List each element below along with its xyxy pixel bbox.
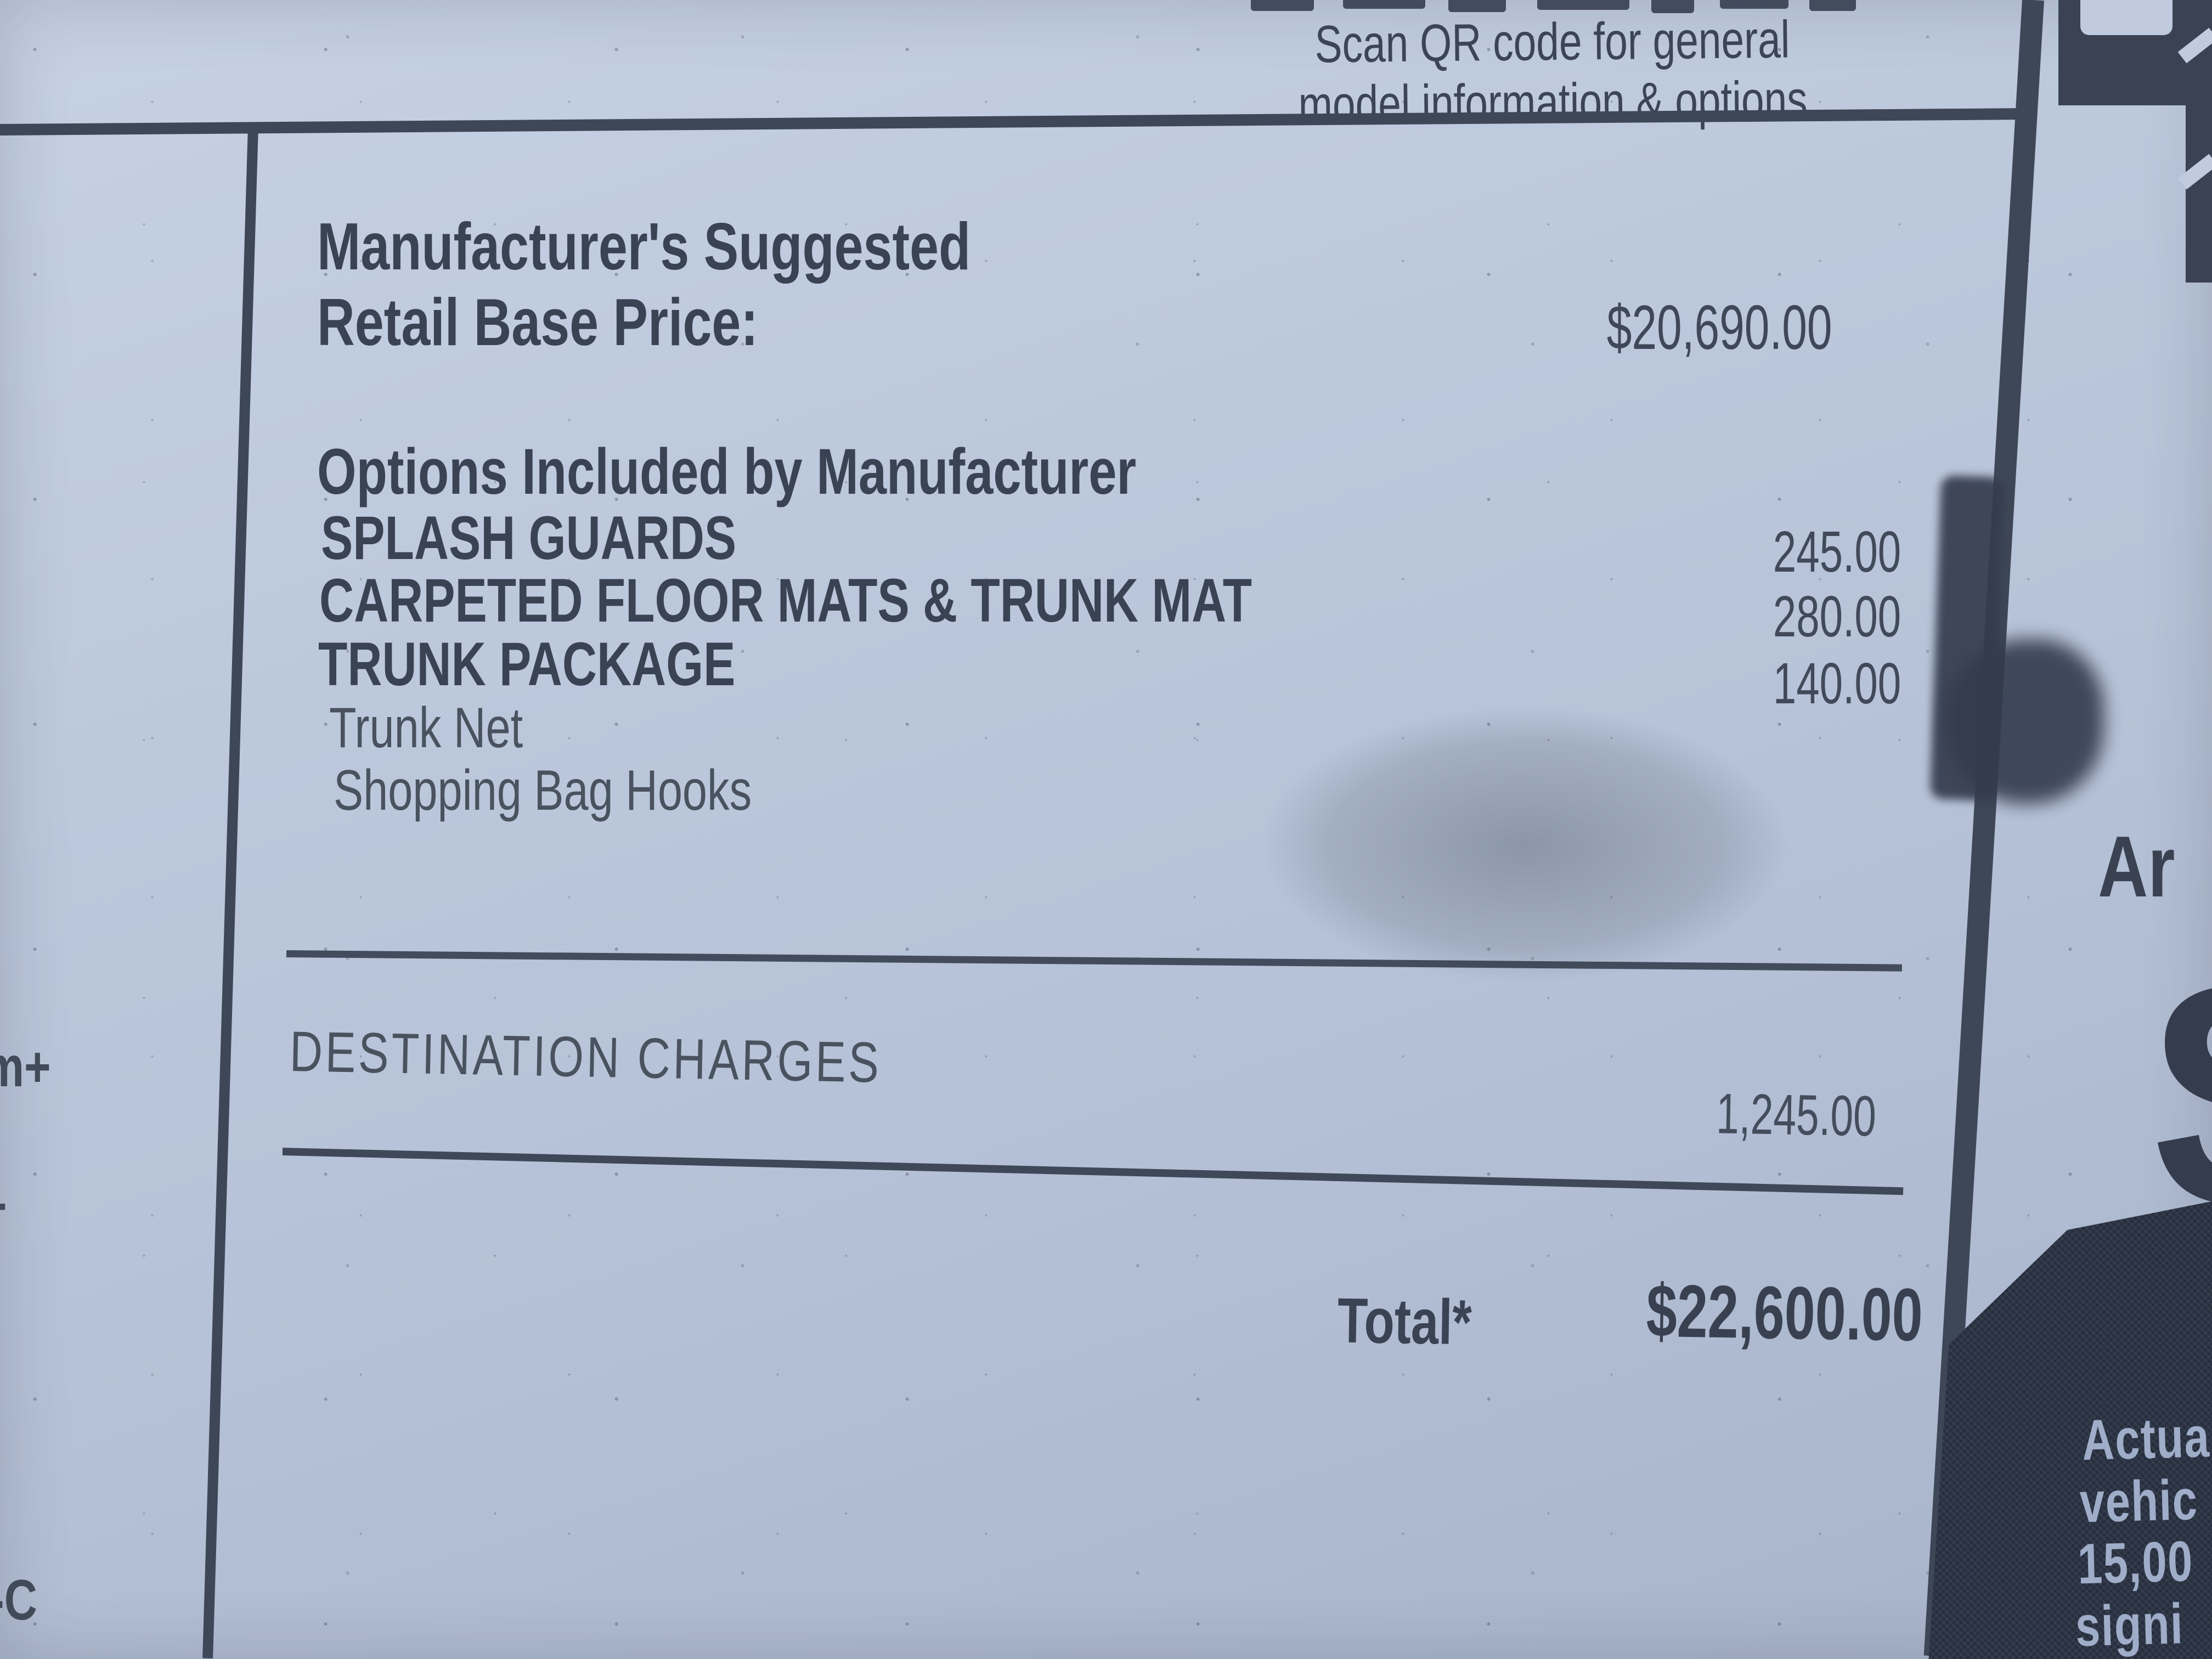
- fine-print-fragment: Actua: [2081, 1404, 2212, 1474]
- destination-label-text: DESTINATION CHARGES: [289, 1020, 882, 1095]
- left-margin-fragment: m+: [0, 1035, 67, 1100]
- qr-code-white-module: [2080, 0, 2172, 35]
- msrp-label-line1: Manufacturer's Suggested: [317, 209, 971, 284]
- glass-reflection-blob: [1945, 639, 2104, 804]
- glass-reflection-shadow: [1169, 658, 1882, 1031]
- margin-fragment-text: m+: [0, 1035, 51, 1099]
- cut-text-fragment: [1651, 0, 1694, 13]
- left-margin-fragment: -C: [0, 1568, 49, 1633]
- total-value-text: $22,600.00: [1646, 1268, 1924, 1357]
- top-border-line: [0, 108, 2030, 136]
- option-row-name: CARPETED FLOOR MATS & TRUNK MAT: [319, 565, 1515, 636]
- options-heading-text: Options Included by Manufacturer: [317, 436, 1137, 508]
- cut-off-text-marks: [0, 0, 2212, 16]
- fine-print-fragment: vehic: [2079, 1466, 2212, 1536]
- margin-fragment-text: -C: [0, 1568, 37, 1632]
- cut-text-fragment: [1537, 0, 1629, 10]
- fine-print-text: Actua: [2081, 1405, 2211, 1472]
- option-name-text: Trunk Net: [329, 696, 523, 760]
- fine-print-text: vehic: [2079, 1468, 2199, 1535]
- left-border-line: [202, 126, 258, 1659]
- qr-code-edge-fragment: [2177, 0, 2212, 283]
- cut-text-fragment: [1343, 0, 1425, 9]
- option-price-text: 280.00: [1773, 584, 1901, 649]
- option-name-text: CARPETED FLOOR MATS & TRUNK MAT: [319, 566, 1252, 635]
- cut-text-fragment: [1251, 0, 1314, 11]
- option-price-text: 140.00: [1773, 651, 1901, 716]
- option-price-text: 245.00: [1773, 520, 1901, 584]
- option-name-text: Shopping Bag Hooks: [334, 759, 752, 822]
- destination-price-text: 1,245.00: [1716, 1082, 1877, 1149]
- fine-print-fragment: signi: [2074, 1591, 2212, 1659]
- option-name-text: TRUNK PACKAGE: [318, 630, 736, 698]
- separator-line-lower: [282, 1148, 1904, 1195]
- qr-edge-white-slash: [2177, 154, 2212, 190]
- option-row-price: 280.00: [1624, 584, 1901, 650]
- option-row-price: 245.00: [1624, 519, 1901, 585]
- fine-print-text: signi: [2074, 1592, 2185, 1659]
- msrp-value: $20,690.00: [1399, 292, 1832, 364]
- option-row-price: 140.00: [1624, 651, 1901, 717]
- msrp-label-line2: Retail Base Price:: [317, 285, 758, 359]
- destination-label: DESTINATION CHARGES: [289, 1019, 1030, 1099]
- msrp-value-text: $20,690.00: [1607, 293, 1832, 363]
- margin-fragment-text: +: [0, 1174, 7, 1239]
- cut-text-fragment: [1720, 0, 1788, 9]
- right-panel-heading-fragment: Ar: [2098, 817, 2194, 917]
- total-value: $22,600.00: [1459, 1265, 1923, 1357]
- qr-note-line1: Scan QR code for general: [1314, 10, 1790, 74]
- cut-text-fragment: [1448, 0, 1506, 12]
- left-margin-fragment: +: [0, 1174, 14, 1239]
- cut-text-fragment: [1809, 0, 1856, 11]
- msrp-label: Manufacturer's Suggested Retail Base Pri…: [317, 208, 1155, 360]
- option-subitem: Trunk Net: [329, 696, 578, 761]
- total-label-text: Total*: [1336, 1284, 1472, 1358]
- destination-price: 1,245.00: [1601, 1080, 1877, 1150]
- fine-print-fragment: 15,00: [2076, 1528, 2212, 1597]
- option-row-name: SPLASH GUARDS: [321, 503, 854, 573]
- option-row-name: TRUNK PACKAGE: [318, 629, 853, 699]
- fine-print-text: 15,00: [2076, 1530, 2194, 1596]
- option-subitem: Shopping Bag Hooks: [334, 758, 870, 823]
- right-panel-heading-text: Ar: [2098, 819, 2175, 915]
- options-heading: Options Included by Manufacturer: [317, 435, 1367, 509]
- option-name-text: SPLASH GUARDS: [321, 504, 737, 572]
- qr-note-line2: model information & options: [1297, 70, 1808, 134]
